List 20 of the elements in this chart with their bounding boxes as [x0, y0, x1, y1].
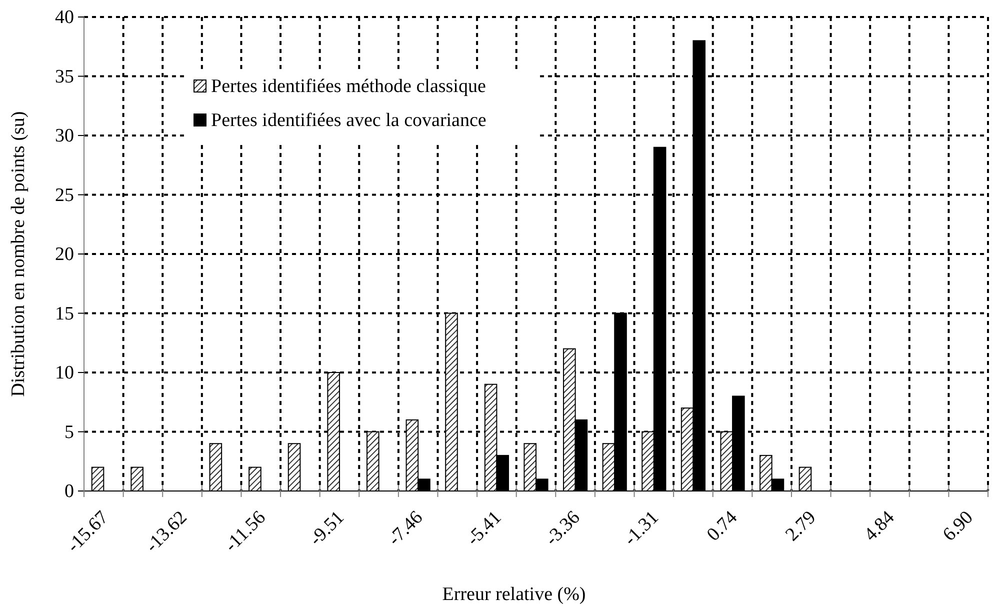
- x-tick-label: -5.41: [462, 507, 506, 550]
- y-tick-label: 0: [64, 481, 74, 502]
- y-axis-title: Distribution en nombre de points (su): [8, 111, 29, 397]
- x-tick-label: 2.79: [782, 507, 820, 546]
- x-tick-label: -1.31: [620, 507, 663, 550]
- y-tick-label: 30: [55, 126, 74, 147]
- y-tick-label: 35: [55, 66, 74, 88]
- y-tick-label: 5: [64, 422, 74, 443]
- legend-label: Pertes identifiées méthode classique: [211, 76, 486, 97]
- y-tick-label: 20: [55, 244, 74, 266]
- legend-label: Pertes identifiées avec la covariance: [211, 110, 486, 131]
- x-tick-label: -9.51: [306, 507, 348, 550]
- y-tick-label: 40: [55, 7, 74, 28]
- y-tick-label: 15: [55, 303, 74, 324]
- x-tick-label: 0.74: [703, 506, 742, 546]
- x-tick-label: 4.84: [860, 506, 900, 546]
- x-tick-label: 6.90: [938, 507, 978, 546]
- y-tick-label: 25: [55, 184, 74, 206]
- y-tick-label: 10: [55, 362, 74, 384]
- x-axis-title: Erreur relative (%): [442, 584, 586, 605]
